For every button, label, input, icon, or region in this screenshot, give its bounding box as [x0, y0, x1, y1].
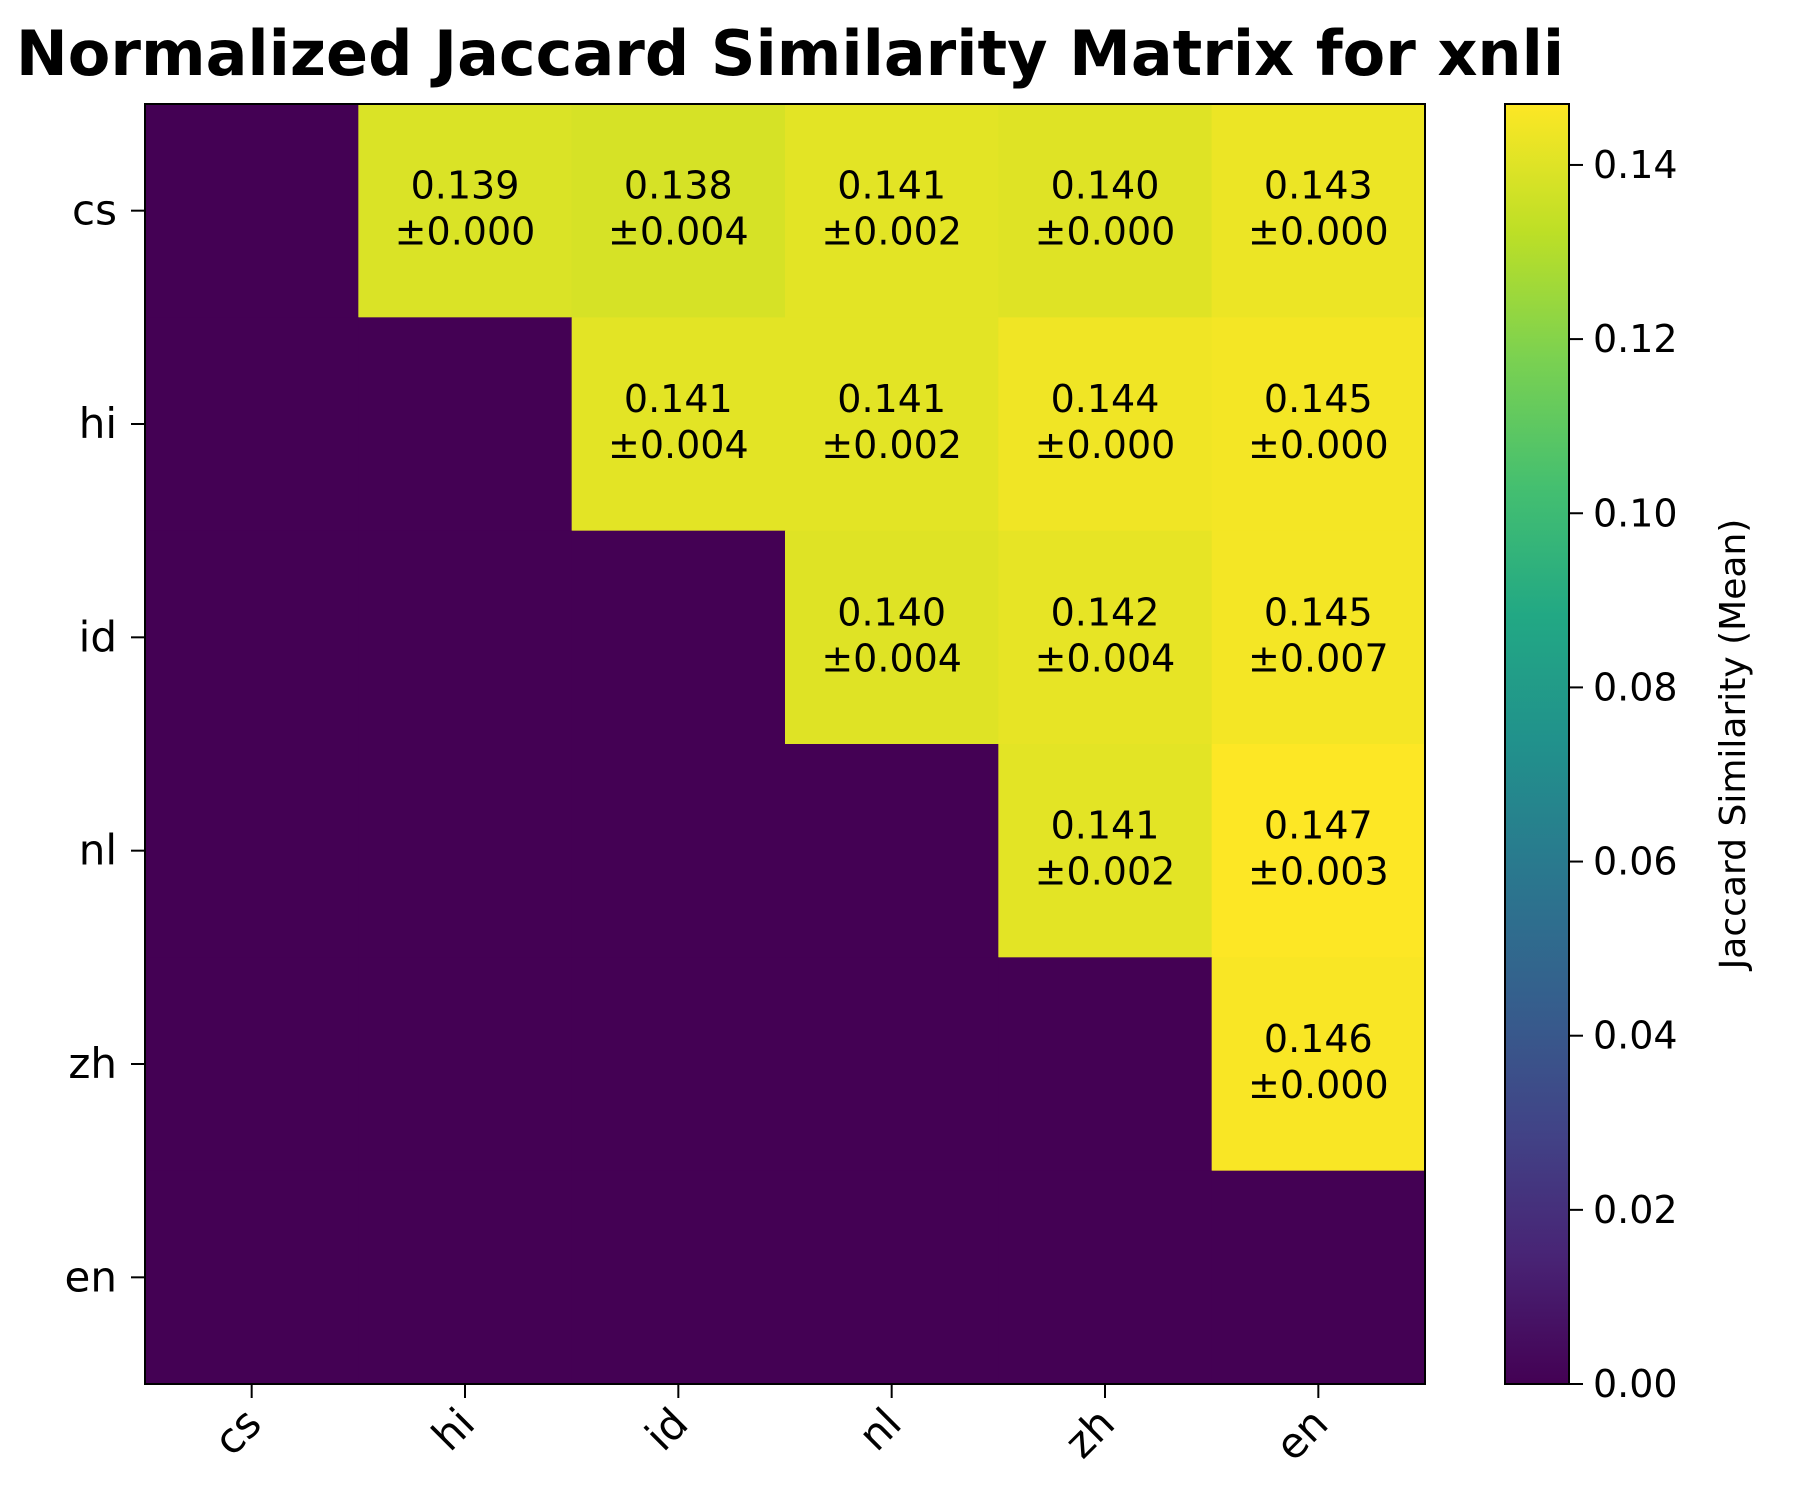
cell-std-label: ±0.002 — [1035, 850, 1176, 894]
cell-mean-label: 0.147 — [1264, 804, 1373, 848]
cell-mean-label: 0.143 — [1264, 164, 1373, 208]
heatmap-cell — [998, 744, 1213, 958]
heatmap-cell — [145, 317, 359, 532]
cell-std-label: ±0.000 — [1248, 1063, 1389, 1107]
x-tick-label: cs — [204, 1398, 270, 1464]
colorbar-tick-label: 0.06 — [1593, 840, 1678, 884]
cell-std-label: ±0.003 — [1248, 850, 1389, 894]
heatmap-cell — [1211, 957, 1426, 1172]
cell-std-label: ±0.002 — [821, 210, 962, 254]
x-axis: cs hi id nl zh en — [204, 1384, 1337, 1470]
heatmap-cell — [358, 530, 573, 745]
colorbar — [1504, 103, 1570, 1385]
heatmap-cell — [145, 1170, 359, 1385]
heatmap-cell — [571, 317, 786, 532]
cell-mean-label: 0.139 — [411, 164, 520, 208]
heatmap-cell — [1211, 530, 1426, 745]
heatmap-cell — [785, 104, 999, 318]
heatmap-cell — [358, 317, 573, 532]
y-tick-label: id — [79, 612, 117, 661]
cell-mean-label: 0.141 — [837, 377, 946, 421]
heatmap-cell — [358, 957, 573, 1172]
colorbar-tick-label: 0.10 — [1593, 491, 1678, 535]
cell-mean-label: 0.145 — [1264, 590, 1373, 634]
heatmap-cell — [145, 744, 359, 958]
colorbar-ticks: 0.00 0.02 0.04 0.06 0.08 0.10 0.12 0.14 — [1569, 143, 1678, 1406]
cell-mean-label: 0.141 — [624, 377, 733, 421]
heatmap-cell — [571, 530, 786, 745]
cell-std-label: ±0.004 — [608, 210, 749, 254]
cell-std-label: ±0.007 — [1248, 636, 1389, 680]
heatmap-cell — [145, 530, 359, 745]
heatmap-cell — [785, 744, 999, 958]
cell-mean-label: 0.145 — [1264, 377, 1373, 421]
y-tick-label: cs — [72, 186, 117, 235]
heatmap-cell — [145, 104, 359, 318]
heatmap-cell — [571, 957, 786, 1172]
y-tick-label: nl — [79, 826, 117, 875]
colorbar-label: Jaccard Similarity (Mean) — [1713, 519, 1754, 972]
heatmap-cell — [571, 104, 786, 318]
cell-std-label: ±0.004 — [821, 636, 962, 680]
heatmap-cell — [571, 744, 786, 958]
cell-mean-label: 0.141 — [1051, 804, 1160, 848]
x-tick-label: nl — [849, 1398, 911, 1460]
cell-std-label: ±0.000 — [395, 210, 536, 254]
x-tick-label: hi — [422, 1398, 484, 1460]
cell-std-label: ±0.000 — [1035, 423, 1176, 467]
heatmap-cell — [145, 957, 359, 1172]
heatmap-cell — [998, 530, 1213, 745]
heatmap-cell — [571, 1170, 786, 1385]
heatmap-cell — [358, 104, 573, 318]
cell-std-label: ±0.004 — [1035, 636, 1176, 680]
chart-title: Normalized Jaccard Similarity Matrix for… — [16, 17, 1564, 90]
cell-mean-label: 0.140 — [1051, 164, 1160, 208]
cell-std-label: ±0.000 — [1248, 210, 1389, 254]
cell-mean-label: 0.142 — [1051, 590, 1160, 634]
heatmap-cell — [785, 1170, 999, 1385]
cell-mean-label: 0.138 — [624, 164, 733, 208]
heatmap-cell — [998, 957, 1213, 1172]
cell-mean-label: 0.141 — [837, 164, 946, 208]
y-axis: cs hi id nl zh en — [65, 186, 145, 1301]
heatmap-cell — [785, 957, 999, 1172]
plot-frame — [144, 103, 1426, 1385]
cell-mean-label: 0.146 — [1264, 1017, 1373, 1061]
heatmap-cell — [358, 744, 573, 958]
colorbar-tick-label: 0.14 — [1593, 143, 1678, 187]
colorbar-tick-label: 0.08 — [1593, 665, 1678, 709]
heatmap-cell — [1211, 744, 1426, 958]
heatmap-cell — [1211, 1170, 1426, 1385]
y-tick-label: hi — [79, 399, 117, 448]
heatmap-cell — [998, 317, 1213, 532]
heatmap-cell — [785, 530, 999, 745]
cell-std-label: ±0.000 — [1248, 423, 1389, 467]
x-tick-label: en — [1266, 1398, 1338, 1470]
cell-std-label: ±0.000 — [1035, 210, 1176, 254]
heatmap-cells — [145, 104, 1426, 1385]
heatmap-cell — [998, 1170, 1213, 1385]
heatmap-cell — [785, 317, 999, 532]
heatmap-cell — [998, 104, 1213, 318]
heatmap-cell — [358, 1170, 573, 1385]
cell-mean-label: 0.144 — [1051, 377, 1160, 421]
heatmap-cell-labels: 0.139±0.0000.138±0.0040.141±0.0020.140±0… — [395, 164, 1389, 1107]
colorbar-tick-label: 0.04 — [1593, 1014, 1678, 1058]
cell-mean-label: 0.140 — [837, 590, 946, 634]
heatmap-cell — [1211, 317, 1426, 532]
y-tick-label: en — [65, 1252, 117, 1301]
colorbar-tick-label: 0.02 — [1593, 1188, 1678, 1232]
heatmap-cell — [1211, 104, 1426, 318]
x-tick-label: id — [636, 1398, 698, 1460]
cell-std-label: ±0.002 — [821, 423, 962, 467]
y-tick-label: zh — [68, 1039, 117, 1088]
x-tick-label: zh — [1055, 1398, 1124, 1467]
colorbar-tick-label: 0.12 — [1593, 317, 1678, 361]
cell-std-label: ±0.004 — [608, 423, 749, 467]
colorbar-tick-label: 0.00 — [1593, 1362, 1678, 1406]
